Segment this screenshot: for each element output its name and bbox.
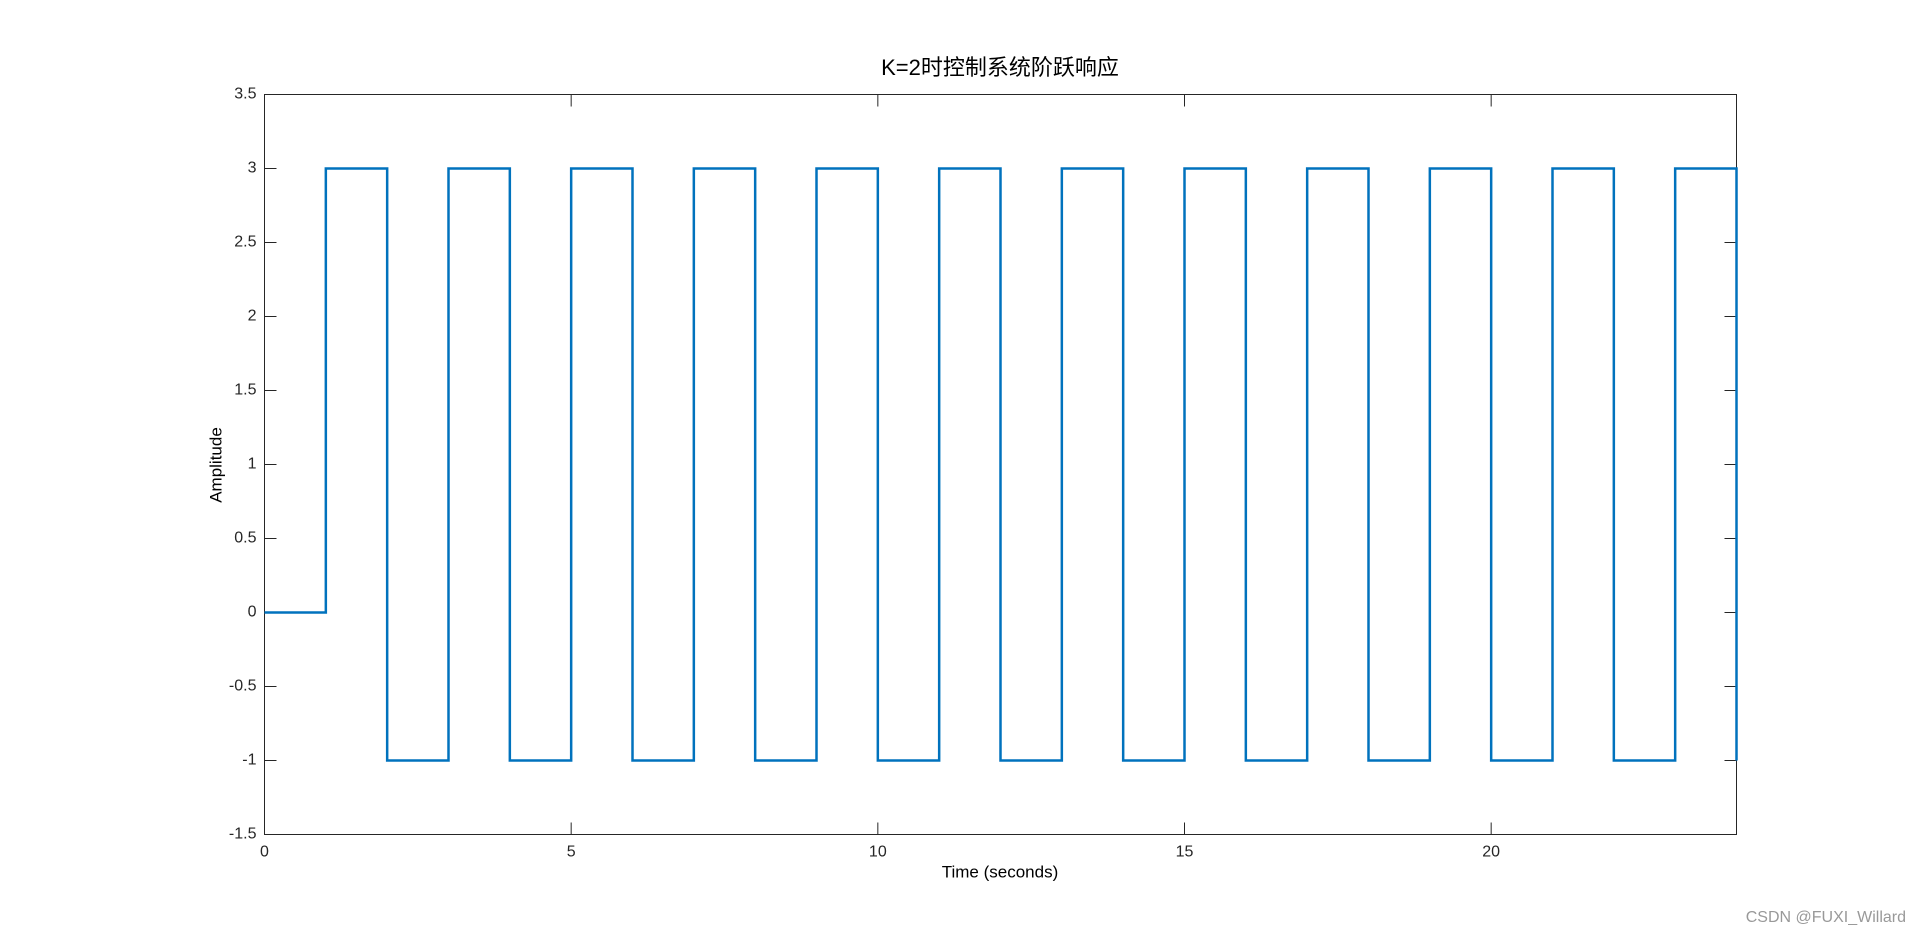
y-tick-label: -0.5 xyxy=(229,678,257,695)
y-axis-label: Amplitude xyxy=(206,427,225,503)
chart-title: K=2时控制系统阶跃响应 xyxy=(881,55,1119,80)
y-tick-label: 3 xyxy=(248,160,257,177)
x-tick-label: 15 xyxy=(1176,844,1194,861)
y-tick-label: 0.5 xyxy=(234,530,256,547)
x-tick-label: 0 xyxy=(260,844,269,861)
x-tick-label: 10 xyxy=(869,844,887,861)
y-tick-label: 2.5 xyxy=(234,234,256,251)
x-axis-label: Time (seconds) xyxy=(942,862,1059,881)
y-tick-label: 2 xyxy=(248,308,257,325)
y-tick-label: 3.5 xyxy=(234,86,256,103)
y-tick-label: -1 xyxy=(242,752,256,769)
y-tick-label: 1.5 xyxy=(234,382,256,399)
y-tick-label: -1.5 xyxy=(229,826,257,843)
series-line xyxy=(264,167,1738,762)
x-tick-label: 20 xyxy=(1482,844,1500,861)
y-tick-label: 1 xyxy=(248,456,257,473)
x-tick-label: 5 xyxy=(567,844,576,861)
y-tick-label: 0 xyxy=(248,604,257,621)
watermark: CSDN @FUXI_Willard xyxy=(1746,909,1906,926)
